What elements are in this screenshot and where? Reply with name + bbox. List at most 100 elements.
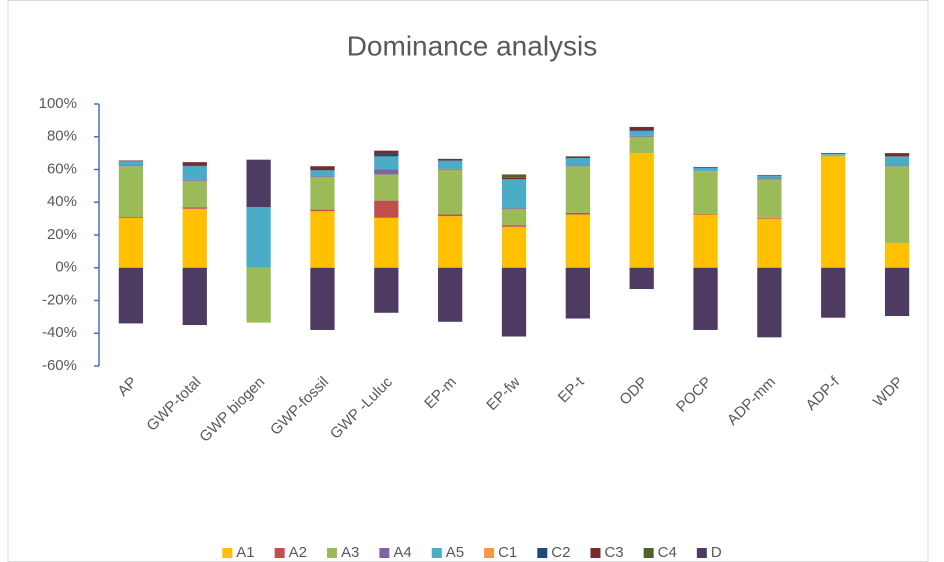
bar-segment	[821, 153, 846, 154]
bar-segment	[821, 154, 846, 157]
bar-segment	[757, 178, 782, 180]
bar-segment	[182, 207, 207, 209]
bar-segment	[565, 267, 590, 319]
legend-swatch	[590, 548, 601, 558]
bar-segment	[246, 159, 271, 208]
bar-segment	[438, 160, 463, 169]
bar-segment	[629, 136, 654, 154]
y-tick-label: -40%	[42, 324, 77, 341]
legend-label: D	[711, 544, 722, 561]
legend-label: C4	[658, 544, 677, 561]
bar-segment	[182, 267, 207, 326]
bar-segment	[693, 167, 718, 168]
bar-segment	[310, 209, 335, 212]
bar-segment	[757, 179, 782, 218]
bar-segment	[884, 166, 910, 244]
bar-segment	[884, 243, 910, 268]
bar-segment	[310, 170, 335, 177]
legend-label: A1	[236, 544, 254, 561]
bar-segment	[693, 267, 718, 330]
bar-segment	[501, 226, 527, 268]
legend-label: A2	[289, 544, 307, 561]
bar-segment	[118, 217, 144, 268]
legend-swatch	[379, 548, 390, 558]
bar-segment	[374, 267, 399, 313]
bar-segment	[438, 267, 463, 322]
bar-segment	[565, 166, 590, 213]
bar-segment	[565, 156, 590, 159]
bar-segment	[310, 166, 335, 170]
bar-segment	[501, 225, 527, 227]
bar-segment	[884, 156, 910, 166]
bar-segment	[374, 150, 399, 154]
bar-segment	[565, 214, 590, 268]
bar-segment	[629, 131, 654, 136]
bar-segment	[629, 267, 654, 290]
bar-segment	[884, 267, 910, 317]
legend-swatch	[696, 548, 707, 558]
bar-segment	[118, 216, 144, 218]
bar-segment	[118, 161, 144, 166]
bar-segment	[182, 208, 207, 268]
bar-segment	[118, 160, 144, 162]
bar-segment	[374, 169, 399, 175]
bar-segment	[821, 156, 846, 268]
legend-label: C1	[498, 544, 517, 561]
bar-segment	[501, 207, 527, 209]
bar-segment	[757, 217, 782, 219]
y-tick-label: -20%	[42, 291, 77, 308]
legend-swatch	[327, 548, 338, 558]
bar-segment	[310, 169, 335, 171]
bar-segment	[438, 158, 463, 161]
chart-frame	[7, 0, 929, 562]
bar-segment	[438, 169, 463, 215]
bar-segment	[374, 200, 399, 218]
bar-segment	[629, 130, 654, 132]
bar-segment	[438, 216, 463, 268]
bar-segment	[565, 165, 590, 167]
bar-segment	[118, 166, 144, 217]
y-tick-label: 40%	[47, 193, 77, 210]
bar-segment	[757, 176, 782, 179]
bar-segment	[182, 180, 207, 181]
y-tick-label: 100%	[39, 95, 77, 112]
y-tick-label: 60%	[47, 160, 77, 177]
legend-label: A4	[393, 544, 411, 561]
bar-segment	[438, 168, 463, 170]
bar-segment	[565, 212, 590, 215]
bar-segment	[693, 171, 718, 214]
bar-segment	[310, 176, 335, 210]
bar-segment	[182, 162, 207, 166]
bar-segment	[884, 153, 910, 157]
bar-segment	[693, 213, 718, 215]
legend-swatch	[643, 548, 654, 558]
legend-label: C3	[604, 544, 623, 561]
bar-segment	[821, 267, 846, 318]
bar-segment	[629, 135, 654, 137]
bar-segment	[374, 156, 399, 170]
legend-swatch	[274, 548, 285, 558]
bar-segment	[118, 267, 144, 324]
bar-segment	[565, 158, 590, 166]
bar-segment	[757, 175, 782, 177]
bar-segment	[374, 153, 399, 157]
bar-segment	[182, 180, 207, 208]
legend-swatch	[537, 548, 548, 558]
bar-segment	[438, 214, 463, 217]
legend-swatch	[222, 548, 233, 558]
bar-segment	[182, 166, 207, 181]
bar-segment	[246, 267, 271, 323]
bar-segment	[629, 126, 654, 131]
bar-segment	[693, 167, 718, 172]
legend-label: C2	[551, 544, 570, 561]
bar-segment	[501, 174, 527, 178]
bar-segment	[501, 179, 527, 208]
y-tick-label: -60%	[42, 357, 77, 374]
y-tick-label: 0%	[55, 259, 77, 276]
bar-segment	[501, 208, 527, 226]
bar-segment	[757, 218, 782, 268]
bar-segment	[246, 207, 271, 268]
legend-swatch	[431, 548, 442, 558]
bar-segment	[501, 267, 527, 337]
